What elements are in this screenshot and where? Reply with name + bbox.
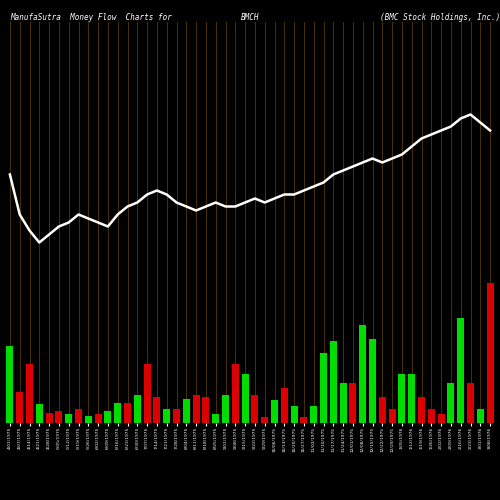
Bar — [350, 384, 356, 422]
Bar — [310, 406, 317, 422]
Bar — [242, 374, 248, 422]
Bar — [467, 384, 474, 422]
Bar — [448, 384, 454, 422]
Bar — [418, 398, 425, 422]
Bar — [94, 414, 102, 422]
Bar — [104, 412, 112, 422]
Bar — [164, 408, 170, 422]
Bar — [428, 408, 434, 422]
Bar — [281, 388, 287, 422]
Bar — [85, 416, 91, 422]
Bar — [252, 394, 258, 422]
Bar — [26, 364, 33, 422]
Bar — [212, 414, 219, 422]
Bar — [360, 324, 366, 422]
Bar — [154, 398, 160, 422]
Bar — [438, 414, 444, 422]
Bar — [379, 398, 386, 422]
Bar — [290, 406, 298, 422]
Bar — [271, 400, 278, 422]
Bar — [369, 338, 376, 422]
Bar — [458, 318, 464, 422]
Bar — [202, 398, 209, 422]
Bar — [477, 408, 484, 422]
Bar — [16, 392, 23, 422]
Bar — [262, 417, 268, 422]
Bar — [300, 417, 308, 422]
Bar — [398, 374, 406, 422]
Text: (BMC Stock Holdings, Inc.) NA: (BMC Stock Holdings, Inc.) NA — [380, 12, 500, 22]
Bar — [222, 394, 229, 422]
Bar — [124, 403, 131, 422]
Bar — [6, 346, 14, 422]
Bar — [134, 394, 140, 422]
Bar — [46, 412, 52, 422]
Bar — [330, 342, 336, 422]
Bar — [320, 352, 327, 422]
Bar — [192, 394, 200, 422]
Text: ManufaSutra  Money Flow  Charts for: ManufaSutra Money Flow Charts for — [10, 12, 172, 22]
Bar — [66, 414, 72, 422]
Bar — [232, 364, 238, 422]
Bar — [36, 404, 43, 422]
Text: BMCH: BMCH — [241, 12, 259, 22]
Bar — [75, 408, 82, 422]
Bar — [486, 282, 494, 422]
Bar — [56, 412, 62, 422]
Bar — [114, 403, 121, 422]
Bar — [408, 374, 415, 422]
Bar — [388, 408, 396, 422]
Bar — [183, 398, 190, 422]
Bar — [144, 364, 150, 422]
Bar — [340, 384, 346, 422]
Bar — [173, 408, 180, 422]
